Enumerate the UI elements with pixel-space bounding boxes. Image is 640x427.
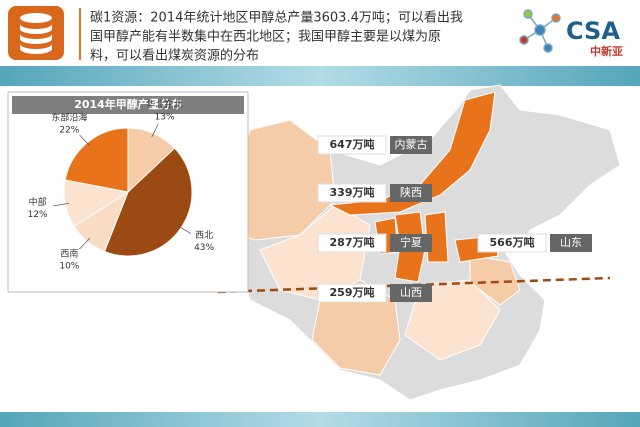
map-province: 内蒙古: [395, 137, 428, 151]
map-province: 山西: [400, 286, 422, 299]
leader-line: [79, 237, 91, 250]
header-line: 国甲醇产能有半数集中在西北地区；我国甲醇主要是以煤为原: [90, 29, 441, 45]
pie-title: 2014年甲醇产量分布: [74, 97, 182, 111]
header-band: [0, 66, 640, 86]
leader-line: [79, 134, 91, 147]
map-value: 566万吨: [490, 235, 535, 249]
province-box: [390, 184, 432, 202]
map-value: 287万吨: [330, 235, 375, 249]
logo-subtext: 中新亚: [590, 44, 623, 58]
pie-title-bar: [12, 96, 244, 114]
map-province: 山东: [560, 236, 582, 249]
leader-line: [151, 123, 159, 138]
map-province: 宁夏: [400, 235, 422, 249]
logo-text: CSA: [566, 17, 620, 45]
slice-category: 西北: [195, 230, 213, 241]
map-value: 647万吨: [330, 137, 375, 151]
database-icon: [8, 6, 64, 60]
province-box: [390, 234, 432, 252]
slice-value: 10%: [59, 261, 79, 271]
value-box: [317, 283, 387, 303]
province-box: [390, 136, 432, 154]
value-box: [317, 183, 387, 203]
value-box: [317, 135, 387, 155]
slice-category: 中部: [29, 196, 47, 208]
slice-value: 12%: [28, 210, 48, 220]
province-box: [550, 234, 592, 252]
header-line: 料，可以看出煤炭资源的分布: [90, 48, 259, 64]
slice-category: 华北东北: [147, 99, 183, 111]
value-box: [317, 233, 387, 253]
slice-category: 西南: [60, 247, 78, 259]
header-line: 碳1资源：2014年统计地区甲醇总产量3603.4万吨；可以看出我: [90, 10, 463, 26]
value-box: [477, 233, 547, 253]
province-box: [390, 284, 432, 302]
leader-line: [53, 202, 70, 207]
map-value: 339万吨: [330, 185, 375, 199]
slice-value: 22%: [59, 126, 79, 136]
slice-value: 43%: [194, 243, 214, 253]
slice-value: 13%: [155, 113, 175, 123]
leader-line: [177, 225, 192, 234]
map-value: 259万吨: [330, 285, 375, 299]
footer-band: [0, 412, 640, 427]
slice-category: 东部沿海: [51, 112, 87, 124]
logo-icon: [519, 9, 561, 53]
map-province: 陕西: [400, 185, 422, 199]
